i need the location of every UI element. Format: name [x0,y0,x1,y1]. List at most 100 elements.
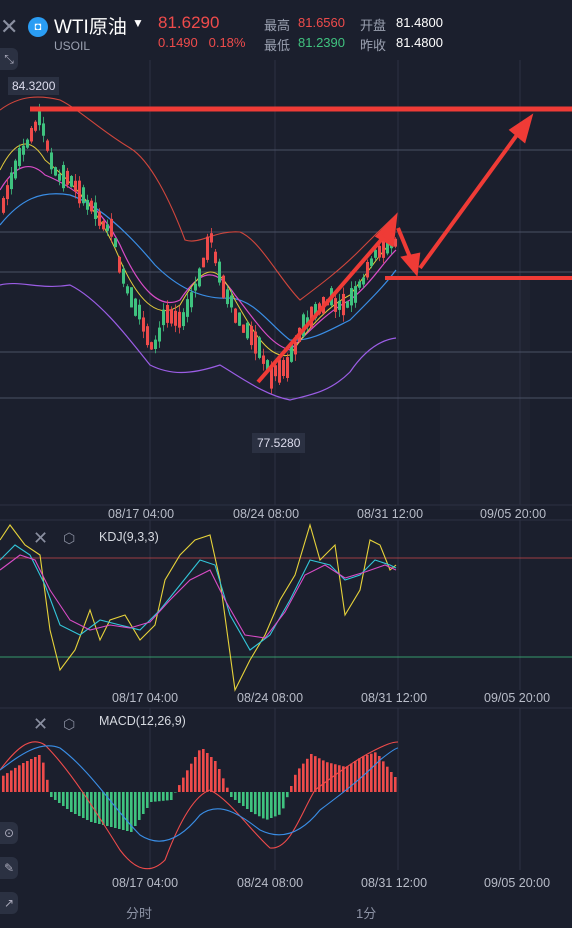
macd-bar [294,774,297,792]
kdj-close-icon[interactable]: ✕ [33,528,49,548]
macd-bar [310,754,313,792]
kdj-gear-icon[interactable]: ⬡ [63,530,76,546]
candle-body [158,327,161,342]
macd-histogram [2,749,397,832]
candle-body [86,199,89,210]
candle-body [210,233,213,243]
low-label: 最低 [264,38,291,53]
trendline-icon[interactable]: ↗ [0,892,18,914]
x-label-1: 08/17 04:00 [108,507,175,521]
candle-body [126,286,129,294]
kdj-x-label-4: 09/05 20:00 [484,691,551,705]
macd-bar [182,777,185,792]
tab-timeshare[interactable]: 分时 [126,906,153,921]
candle-body [346,301,349,308]
candle-body [122,268,125,284]
macd-bar [18,765,21,792]
macd-bar [322,760,325,792]
candle-body [266,360,269,372]
macd-bar [70,792,73,812]
candle-body [102,221,105,230]
candle-body [214,251,217,264]
macd-bar [342,766,345,792]
macd-bar [210,757,213,792]
macd-bar [178,785,181,792]
prev-close-value: 81.4800 [396,35,443,50]
macd-bar [126,792,129,831]
candle-body [18,147,21,167]
candle-body [290,344,293,362]
candle-body [242,324,245,333]
macd-bar [42,762,45,792]
candle-body [222,275,225,298]
candle-body [186,299,189,317]
candle-body [110,218,113,237]
candle-body [118,256,121,273]
instrument-title[interactable]: WTI原油 [54,17,127,38]
trend-arrows [256,113,534,384]
macd-bar [86,792,89,820]
candle-body [394,238,397,247]
price-change: 0.1490 0.18% [158,35,246,50]
candle-body [354,286,357,303]
candle-body [338,300,341,310]
candlestick-chart[interactable] [0,60,572,898]
candle-body [366,261,369,278]
macd-dea-line [0,745,399,842]
macd-bar [26,761,29,792]
macd-bar [258,792,261,817]
macd-bar [34,757,37,792]
tab-1min[interactable]: 1分 [356,906,377,921]
macd-bar [382,761,385,792]
expand-icon[interactable]: ⤡ [0,48,18,70]
bollinger-middle [0,193,397,341]
candle-body [262,355,265,364]
macd-bar [202,749,205,792]
macd-bar [278,792,281,815]
open-value: 81.4800 [396,15,443,30]
macd-bar [30,759,33,792]
candle-body [278,359,281,383]
candle-body [34,121,37,131]
candle-body [202,257,205,268]
macd-bar [306,758,309,792]
bollinger-upper [0,96,397,301]
macd-x-label-2: 08/24 08:00 [237,876,304,890]
close-icon[interactable]: ✕ [0,14,19,39]
macd-gear-icon[interactable]: ⬡ [63,716,76,732]
macd-bar [130,792,133,832]
background-skyline [200,220,530,510]
price-levels [0,149,572,399]
macd-bar [286,792,289,798]
pencil-icon[interactable]: ✎ [0,857,18,879]
macd-bar [234,792,237,800]
kdj-x-label-3: 08/31 12:00 [361,691,428,705]
low-price-marker: 77.5280 [252,433,306,453]
macd-bar [270,792,273,818]
candle-body [150,342,153,350]
instrument-code: USOIL [54,39,91,53]
macd-bar [314,756,317,792]
chevron-down-icon[interactable]: ▼ [132,16,144,30]
macd-bar [98,792,101,824]
macd-bar [122,792,125,830]
macd-bar [222,778,225,792]
macd-bar [230,792,233,797]
candle-body [274,365,277,377]
macd-bar [282,792,285,809]
symbol-icon: ◘ [28,17,48,37]
macd-close-icon[interactable]: ✕ [33,714,49,734]
macd-bar [246,792,249,809]
draw-tool-icon[interactable]: ⊙ [0,822,18,844]
candle-body [218,261,221,283]
candle-body [170,309,173,324]
x-label-3: 08/31 12:00 [357,507,424,521]
candle-body [194,283,197,291]
macd-bar [106,792,109,826]
candle-body [226,289,229,305]
macd-bar [102,792,105,825]
candle-body [114,238,117,248]
macd-bar [302,763,305,792]
candle-body [198,268,201,287]
candle-body [66,170,69,185]
